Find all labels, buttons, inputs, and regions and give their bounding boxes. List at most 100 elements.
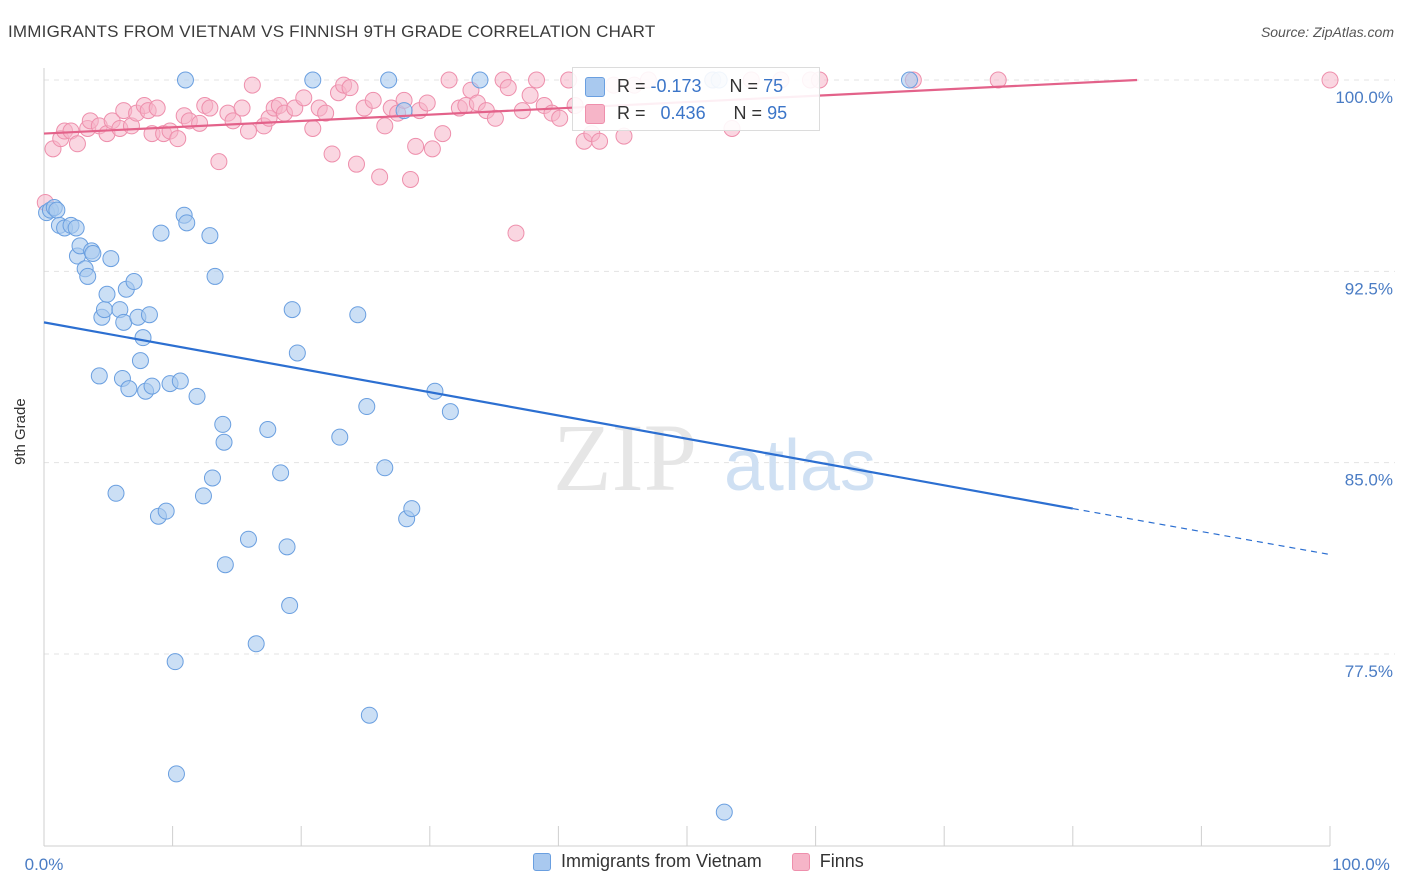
watermark: ZIP atlas: [553, 404, 876, 511]
vietnam-point: [90, 367, 108, 385]
watermark-atlas: atlas: [724, 426, 876, 506]
finns-point: [407, 137, 425, 155]
vietnam-point: [143, 377, 161, 395]
vietnam-point: [171, 372, 189, 390]
n-value: 95: [767, 103, 788, 123]
finns-point: [169, 130, 187, 148]
legend-item-vietnam: Immigrants from Vietnam: [533, 851, 762, 872]
vietnam-point: [471, 71, 489, 89]
finns-swatch: [585, 103, 605, 124]
vietnam-point: [178, 214, 196, 232]
vietnam-point: [283, 301, 301, 319]
vietnam-trend-line: [43, 321, 1073, 510]
vietnam-point: [120, 380, 138, 398]
vietnam-point: [715, 803, 733, 821]
vietnam-point: [157, 502, 175, 520]
vietnam-point: [84, 244, 102, 262]
y-tick-label: 92.5%: [1345, 279, 1393, 298]
vietnam-point: [395, 102, 413, 120]
legend-label-vietnam: Immigrants from Vietnam: [561, 851, 762, 871]
legend-item-finns: Finns: [791, 851, 864, 872]
finns-point: [402, 170, 420, 188]
vietnam-point: [206, 267, 224, 285]
gridlines: [44, 79, 1395, 655]
r-value: -0.173: [650, 76, 702, 96]
legend-bottom: Immigrants from Vietnam Finns: [533, 851, 894, 872]
finns-point: [499, 79, 517, 97]
vietnam-point: [272, 464, 290, 482]
vietnam-trend-extension: [1072, 507, 1331, 556]
vietnam-point: [281, 597, 299, 615]
y-tick-label: 77.5%: [1345, 662, 1393, 681]
r-label: R =: [617, 76, 646, 96]
finns-point: [210, 153, 228, 171]
vietnam-point: [140, 306, 158, 324]
vietnam-point: [278, 538, 296, 556]
legend-inset: R = -0.173 N = 75 R = 0.436 N = 95: [572, 67, 820, 131]
vietnam-point: [380, 71, 398, 89]
r-label: R =: [617, 103, 646, 123]
finns-point: [423, 140, 441, 158]
finns-point: [1321, 71, 1339, 89]
vietnam-point: [152, 224, 170, 242]
vietnam-point: [358, 398, 376, 416]
tick-labels: 100.0% 92.5% 85.0% 77.5% 0.0% 100.0%: [25, 88, 1393, 874]
n-label: N =: [729, 76, 759, 96]
n-value: 75: [763, 76, 784, 96]
y-tick-label: 85.0%: [1345, 471, 1393, 490]
finns-point: [440, 71, 458, 89]
x-tick-label: 100.0%: [1332, 855, 1390, 874]
vietnam-point: [214, 415, 232, 433]
finns-point: [304, 119, 322, 137]
y-tick-label: 100.0%: [1335, 88, 1393, 107]
vietnam-point: [360, 706, 378, 724]
finns-point: [295, 89, 313, 107]
finns-point: [239, 122, 257, 140]
vietnam-point: [239, 530, 257, 548]
r-value: 0.436: [660, 103, 706, 123]
vietnam-point: [167, 765, 185, 783]
finns-point: [989, 71, 1007, 89]
finns-point: [376, 117, 394, 135]
vietnam-point: [134, 329, 152, 347]
finns-point: [371, 168, 389, 186]
finns-point: [191, 114, 209, 132]
finns-point: [148, 99, 166, 117]
finns-point: [243, 76, 261, 94]
finns-point: [591, 132, 609, 150]
vietnam-point: [247, 635, 265, 653]
source-note: Source: ZipAtlas.com: [1260, 24, 1394, 40]
vietnam-point: [131, 352, 149, 370]
vietnam-point: [176, 71, 194, 89]
vietnam-point: [900, 71, 918, 89]
vietnam-point: [215, 433, 233, 451]
vietnam-point: [79, 267, 97, 285]
legend-row-vietnam: R = -0.173 N = 75: [585, 76, 783, 97]
finns-swatch: [791, 852, 810, 871]
legend-row-finns: R = 0.436 N = 95: [585, 103, 787, 124]
finns-point: [521, 86, 539, 104]
finns-point: [317, 104, 335, 122]
vietnam-point: [98, 285, 116, 303]
vietnam-point: [403, 500, 421, 518]
finns-point: [233, 99, 251, 117]
finns-point: [201, 99, 219, 117]
finns-point: [551, 109, 569, 127]
vietnam-point: [216, 556, 234, 574]
vietnam-point: [194, 487, 212, 505]
finns-point: [364, 91, 382, 109]
vietnam-point: [441, 403, 459, 421]
vietnam-point: [48, 201, 66, 219]
vietnam-point: [201, 227, 219, 245]
n-label: N =: [733, 103, 763, 123]
vietnam-point: [288, 344, 306, 362]
finns-point: [486, 109, 504, 127]
vietnam-swatch: [533, 852, 551, 871]
vietnam-point: [349, 306, 367, 324]
vietnam-point: [259, 421, 277, 439]
chart-title: IMMIGRANTS FROM VIETNAM VS FINNISH 9TH G…: [8, 22, 656, 41]
finns-point: [347, 155, 365, 173]
vietnam-point: [107, 484, 125, 502]
vietnam-point: [188, 387, 206, 405]
